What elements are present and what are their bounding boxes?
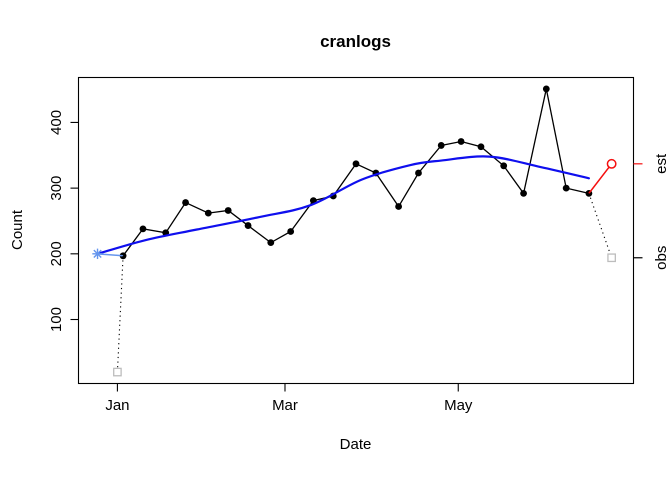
obs-last-partial-square [607,253,616,263]
data-point [224,207,232,214]
data-point [267,239,275,247]
x-tick-label: May [444,397,473,414]
data-point [139,225,147,233]
data-point [500,162,508,170]
obs-partial-connector-start [116,255,124,373]
x-tick-label: Mar [272,397,298,414]
y-tick-label: 400 [48,110,65,135]
right-axis-label-obs: obs [653,246,670,270]
data-point [244,222,252,229]
data-point [204,209,212,217]
data-point [437,142,445,149]
obs-first-partial-square [113,367,122,377]
y-tick-label: 300 [48,176,65,201]
y-tick-label: 200 [48,241,65,266]
estimate-projection [588,163,613,194]
right-axis-annotations: est obs [633,153,670,270]
chart-title: cranlogs [320,32,391,51]
data-point [182,199,189,206]
data-point [542,85,550,93]
data-point [287,228,295,235]
data-point [562,184,570,192]
smoothed-estimate-curve [96,155,591,255]
data-point [477,143,485,151]
data-point [415,169,422,177]
y-axis-ticks: 100 200 300 400 [48,110,79,332]
asterisk-spoke [93,249,102,258]
estimate-end-circle [606,158,617,169]
x-tick-label: Jan [105,397,129,414]
estimate-start-star [92,248,103,260]
data-point [352,160,360,168]
series-layer [96,85,613,373]
x-axis-label: Date [340,436,372,453]
marker-layer [92,158,617,377]
data-point [395,203,403,210]
plot-box [77,76,635,385]
data-point [457,138,465,145]
x-axis-ticks: Jan Mar May [105,383,473,414]
y-axis-label: Count [9,209,26,250]
right-axis-label-est: est [653,153,670,174]
y-tick-label: 100 [48,307,65,332]
data-point [520,189,527,197]
